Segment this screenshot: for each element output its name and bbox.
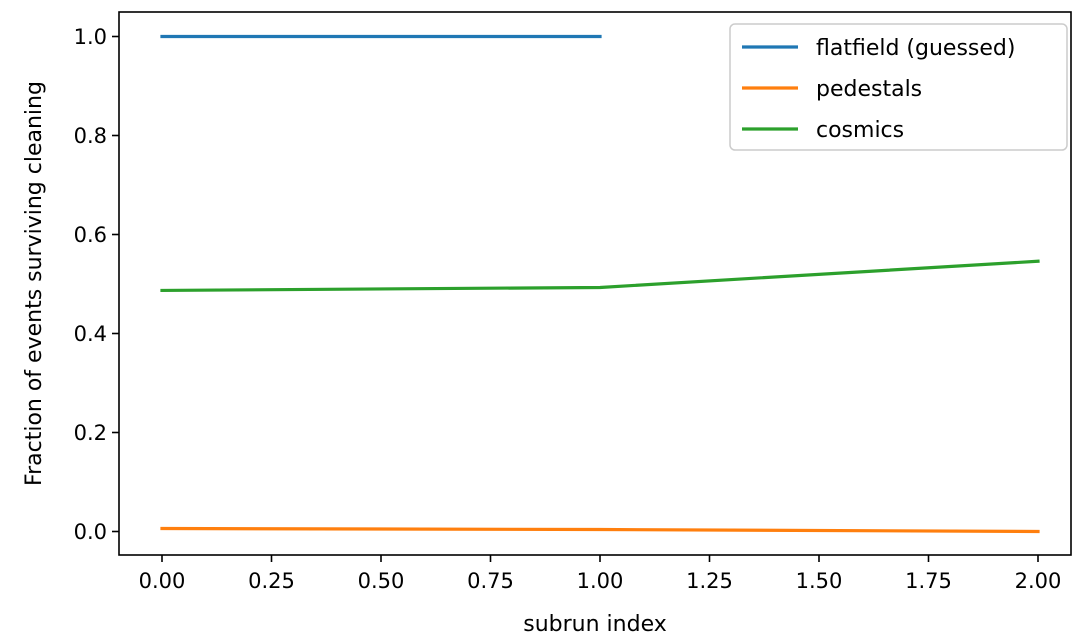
x-axis-label: subrun index	[523, 612, 666, 637]
legend-label: flatfield (guessed)	[816, 36, 1015, 61]
x-tick-label: 1.75	[905, 569, 952, 593]
x-tick-label: 0.75	[467, 569, 514, 593]
legend-label: cosmics	[816, 118, 904, 143]
x-tick-label: 0.00	[139, 569, 186, 593]
x-axis: 0.00 0.25 0.50 0.75 1.00 1.25 1.50 1.75 2.00	[139, 555, 1062, 593]
x-tick-label: 0.50	[358, 569, 405, 593]
y-tick-label: 1.0	[74, 25, 107, 49]
x-tick-label: 0.25	[248, 569, 295, 593]
y-tick-label: 0.0	[74, 520, 107, 544]
y-axis: 0.0 0.2 0.4 0.6 0.8 1.0	[74, 25, 119, 544]
y-tick-label: 0.4	[74, 322, 107, 346]
series-line-2	[162, 529, 1038, 532]
y-tick-label: 0.6	[74, 223, 107, 247]
x-tick-label: 1.00	[577, 569, 624, 593]
x-tick-label: 1.25	[686, 569, 733, 593]
x-tick-label: 1.50	[796, 569, 843, 593]
y-axis-label: Fraction of events surviving cleaning	[22, 81, 47, 486]
y-tick-label: 0.8	[74, 124, 107, 148]
legend-label: pedestals	[816, 77, 922, 102]
x-tick-label: 2.00	[1015, 569, 1062, 593]
legend: flatfield (guessed) pedestals cosmics	[730, 24, 1067, 150]
y-tick-label: 0.2	[74, 421, 107, 445]
series-line-3	[162, 261, 1038, 290]
